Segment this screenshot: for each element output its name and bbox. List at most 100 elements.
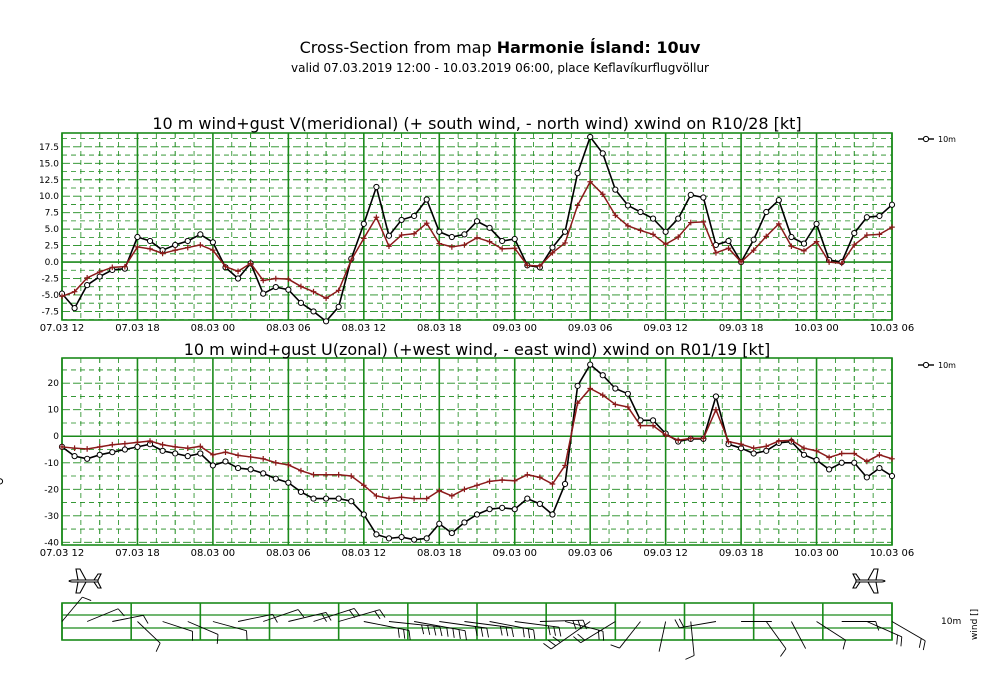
data-point <box>436 240 443 247</box>
chart-title: 10 m wind+gust V(meridional) (+ south wi… <box>152 114 801 133</box>
data-point <box>587 133 594 141</box>
data-point <box>687 435 694 442</box>
data-point <box>675 234 682 240</box>
data-point <box>197 450 204 457</box>
data-point <box>637 227 644 234</box>
data-point <box>210 247 216 254</box>
data-point <box>599 191 606 198</box>
data-point <box>499 504 506 511</box>
wind-barb <box>464 621 514 638</box>
data-point <box>298 283 304 290</box>
wind-barb-panel <box>61 596 926 660</box>
barb-staff <box>86 608 119 622</box>
data-point <box>788 437 795 444</box>
data-point <box>398 494 405 501</box>
data-point <box>348 498 355 505</box>
data-point <box>386 495 392 502</box>
data-point <box>776 221 782 227</box>
data-point <box>96 451 103 458</box>
data-point <box>159 250 166 257</box>
barb-feather <box>246 630 248 641</box>
data-point <box>84 275 90 281</box>
barb-feather <box>403 629 406 639</box>
data-point <box>297 488 305 496</box>
data-point <box>71 305 78 312</box>
series-wind <box>0 361 896 543</box>
x-tick-labels: 07.03 12 07.03 18 08.03 00 08.03 06 08.03 12… <box>40 548 915 559</box>
data-point <box>838 450 845 457</box>
data-point <box>235 268 241 275</box>
barb-staff <box>489 621 534 631</box>
barb-staff <box>816 621 846 641</box>
wind-barb <box>263 609 305 622</box>
data-point <box>184 237 191 245</box>
data-point <box>549 481 556 487</box>
series-wind <box>58 133 896 325</box>
data-point <box>448 233 455 241</box>
data-point <box>763 233 770 240</box>
data-point <box>474 234 480 241</box>
wind-barb <box>363 621 411 640</box>
data-point <box>323 295 329 302</box>
barb-feather <box>547 639 557 647</box>
barb-feather <box>397 628 400 638</box>
data-point <box>474 482 480 489</box>
chart-panel-u: 10 m wind+gust U(zonal) (+west wind, - e… <box>0 340 956 559</box>
data-point <box>700 219 707 225</box>
title-prefix: Cross-Section from map <box>299 38 497 57</box>
data-point <box>234 275 242 282</box>
x-tick-label: 08.03 00 <box>191 323 236 334</box>
series-gust <box>59 386 895 502</box>
data-point <box>851 450 858 457</box>
data-point <box>738 441 744 448</box>
data-point <box>71 453 78 460</box>
data-point <box>775 197 782 204</box>
data-point <box>649 215 657 222</box>
data-point <box>285 462 292 468</box>
data-point <box>801 445 807 451</box>
barb-feather <box>82 596 92 601</box>
data-point <box>411 495 417 502</box>
wind-barb <box>674 618 717 629</box>
data-point <box>561 480 569 488</box>
barb-feather <box>573 636 581 644</box>
x-tick-label: 09.03 00 <box>492 323 537 334</box>
data-point <box>272 475 279 482</box>
data-point <box>298 467 304 474</box>
wind-barb <box>841 621 880 631</box>
wind-barb <box>162 621 194 641</box>
wind-barb <box>313 608 361 622</box>
data-point <box>310 308 317 315</box>
data-point <box>612 186 619 193</box>
data-point <box>234 464 242 472</box>
data-point <box>348 257 355 263</box>
barb-feather <box>216 634 219 644</box>
data-point <box>247 260 254 267</box>
y-tick-label: 10.0 <box>39 192 59 202</box>
data-point <box>222 449 229 455</box>
data-point <box>197 443 204 450</box>
data-point <box>486 238 493 245</box>
data-point <box>361 235 367 242</box>
x-tick-label: 08.03 12 <box>342 323 387 334</box>
data-point <box>184 453 191 460</box>
barb-feather <box>674 619 680 629</box>
data-point <box>813 457 820 464</box>
barb-feather <box>452 628 455 638</box>
data-point <box>71 288 78 295</box>
x-tick-label: 09.03 18 <box>719 323 764 334</box>
wind-barb <box>288 612 332 622</box>
data-point <box>486 478 493 485</box>
wind-barb <box>439 621 489 638</box>
data-point <box>511 506 518 513</box>
x-tick-label: 10.03 06 <box>870 548 915 559</box>
data-point <box>750 247 757 254</box>
barb-feather <box>427 625 431 635</box>
data-point <box>147 246 153 252</box>
y-tick-label: -20 <box>44 485 59 495</box>
data-point <box>863 214 870 221</box>
data-point <box>461 519 468 526</box>
data-point <box>109 449 116 456</box>
barb-feather <box>142 615 149 624</box>
data-point <box>599 392 606 398</box>
